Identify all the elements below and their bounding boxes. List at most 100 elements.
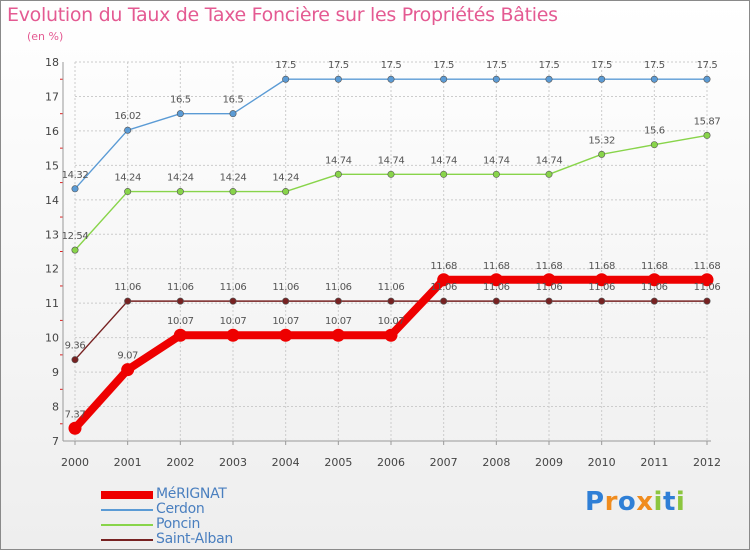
legend-swatch (101, 539, 153, 541)
logo-letter: P (585, 487, 605, 517)
x-tick-label: 2004 (272, 456, 300, 469)
y-tick-label: 18 (45, 56, 59, 69)
data-label: 10.07 (167, 316, 194, 327)
data-point (279, 328, 293, 342)
data-point (650, 141, 658, 149)
grid (74, 61, 708, 442)
logo-letter: i (675, 487, 686, 517)
data-points (68, 75, 714, 435)
data-point (334, 170, 342, 178)
data-point (124, 297, 132, 305)
data-point (598, 150, 606, 158)
data-point (331, 328, 345, 342)
data-label: 15.6 (644, 126, 665, 137)
data-label: 12.54 (62, 231, 89, 242)
data-label: 17.5 (328, 60, 349, 71)
data-label: 16.5 (223, 95, 244, 106)
x-tick-label: 2007 (430, 456, 458, 469)
y-tick-label: 13 (45, 228, 59, 241)
data-point (229, 188, 237, 196)
data-label: 11.06 (694, 282, 721, 293)
data-label: 14.24 (272, 173, 299, 184)
data-point (440, 297, 448, 305)
x-tick-label: 2003 (219, 456, 247, 469)
data-point (124, 126, 132, 134)
chart-title: Evolution du Taux de Taxe Foncière sur l… (7, 4, 558, 26)
data-label: 10.07 (220, 316, 247, 327)
data-label: 14.74 (483, 155, 510, 166)
data-labels: 14.32 16.02 16.5 16.5 17.5 17.5 17.5 17.5 17.5 17… (62, 60, 721, 420)
data-point (282, 75, 290, 83)
data-label: 10.07 (378, 316, 405, 327)
data-label: 11.68 (483, 261, 510, 272)
data-label: 11.06 (167, 282, 194, 293)
y-tick-label: 7 (52, 435, 59, 448)
data-label: 17.5 (275, 60, 296, 71)
data-label: 11.06 (272, 282, 299, 293)
legend-swatch (101, 509, 153, 511)
data-point (229, 297, 237, 305)
data-point (334, 297, 342, 305)
data-label: 11.06 (430, 282, 457, 293)
data-label: 14.32 (62, 170, 89, 181)
data-label: 17.5 (539, 60, 560, 71)
data-point (703, 131, 711, 139)
x-tick-label: 2008 (482, 456, 510, 469)
data-point (68, 421, 82, 435)
y-tick-label: 11 (45, 297, 59, 310)
x-tick-label: 2010 (588, 456, 616, 469)
data-label: 14.24 (220, 173, 247, 184)
legend-label: Poncin (156, 516, 201, 532)
data-point (229, 110, 237, 118)
y-tick-label: 15 (45, 159, 59, 172)
data-point (121, 363, 135, 377)
data-point (440, 170, 448, 178)
logo-letter: x (636, 487, 654, 517)
data-label: 7.37 (65, 409, 86, 420)
x-tick-label: 2001 (114, 456, 142, 469)
data-label: 11.06 (220, 282, 247, 293)
data-point (387, 75, 395, 83)
data-point (703, 75, 711, 83)
y-tick-label: 17 (45, 90, 59, 103)
data-label: 17.5 (433, 60, 454, 71)
data-point (282, 297, 290, 305)
legend-label: Cerdon (156, 501, 205, 517)
y-tick-label: 14 (45, 194, 59, 207)
data-point (71, 356, 79, 364)
x-tick-label: 2006 (377, 456, 405, 469)
data-label: 10.07 (272, 316, 299, 327)
data-point (176, 188, 184, 196)
data-point (440, 75, 448, 83)
data-point (545, 297, 553, 305)
data-point (492, 297, 500, 305)
data-label: 16.02 (114, 111, 141, 122)
data-point (598, 297, 606, 305)
data-point (226, 328, 240, 342)
x-tick-label: 2002 (166, 456, 194, 469)
data-point (387, 170, 395, 178)
logo-letter: t (662, 487, 676, 517)
data-label: 11.68 (588, 261, 615, 272)
data-label: 14.74 (536, 155, 563, 166)
data-label: 11.06 (114, 282, 141, 293)
data-label: 14.74 (325, 155, 352, 166)
data-label: 14.74 (378, 155, 405, 166)
data-point (598, 75, 606, 83)
data-label: 9.07 (117, 351, 138, 362)
data-point (176, 110, 184, 118)
data-point (384, 328, 398, 342)
data-label: 9.36 (65, 341, 86, 352)
legend-swatch (101, 491, 153, 499)
data-point (71, 185, 79, 193)
proxiti-logo: Proxiti (585, 487, 685, 517)
x-tick-label: 2012 (693, 456, 721, 469)
data-point (647, 273, 661, 287)
data-point (124, 188, 132, 196)
data-point (492, 170, 500, 178)
data-label: 11.06 (588, 282, 615, 293)
data-point (334, 75, 342, 83)
data-label: 11.06 (536, 282, 563, 293)
